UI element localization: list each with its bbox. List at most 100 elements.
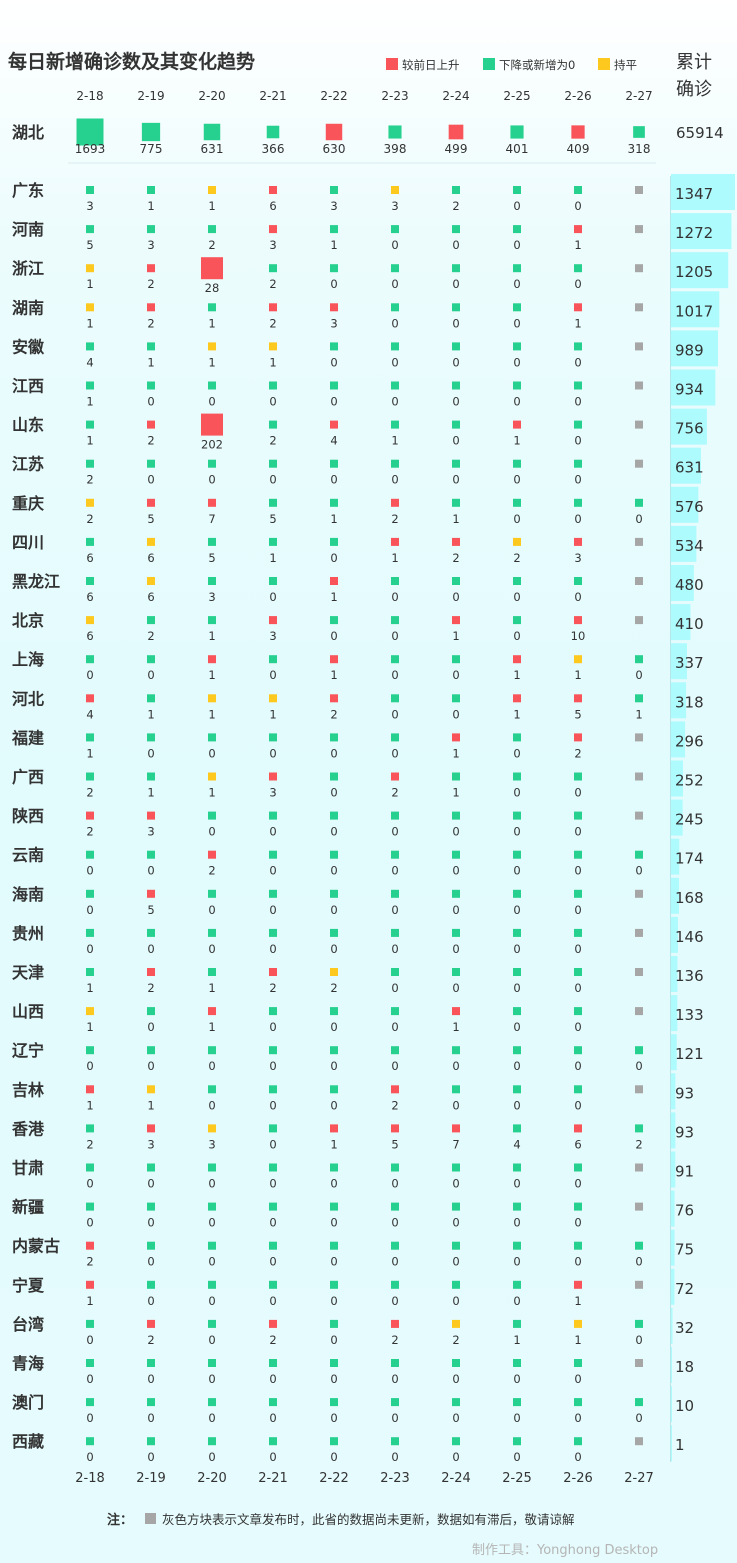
square-吉林-2-22: [330, 1085, 338, 1094]
value-黑龙江-2-25: 0: [513, 590, 520, 604]
square-北京-2-18: [86, 616, 94, 625]
date-header-bottom-2-26: 2-26: [563, 1471, 593, 1486]
value-浙江-2-22: 0: [330, 277, 337, 291]
value-安徽-2-22: 0: [330, 355, 337, 369]
square-新疆-2-19: [147, 1202, 155, 1211]
value-北京-2-25: 0: [513, 629, 520, 643]
square-安徽-2-23: [391, 342, 399, 351]
square-贵州-2-24: [452, 928, 460, 937]
square-重庆-2-21: [269, 498, 277, 507]
value-河北-2-25: 1: [513, 707, 520, 721]
square-广东-2-26: [574, 186, 582, 194]
value-西藏-2-21: 0: [269, 1450, 276, 1464]
date-header-bottom-2-23: 2-23: [380, 1471, 410, 1486]
value-西藏-2-26: 0: [574, 1450, 581, 1464]
square-内蒙古-2-24: [452, 1241, 460, 1250]
square-陕西-2-19: [147, 811, 155, 820]
date-header-top-2-26: 2-26: [564, 89, 591, 103]
row-label-河南: 河南: [12, 220, 44, 239]
value-北京-2-23: 0: [391, 629, 398, 643]
square-江西-2-23: [391, 381, 399, 390]
value-吉林-2-18: 1: [86, 1098, 93, 1112]
value-安徽-2-20: 1: [208, 355, 215, 369]
value-山东-2-18: 1: [86, 434, 93, 448]
square-四川-2-23: [391, 537, 399, 546]
value-重庆-2-24: 1: [452, 512, 459, 526]
square-河北-2-27: [635, 694, 643, 703]
square-浙江-2-25: [513, 264, 521, 273]
value-广东-2-25: 0: [513, 199, 520, 213]
value-宁夏-2-22: 0: [330, 1294, 337, 1308]
square-新疆-2-22: [330, 1202, 338, 1211]
square-西藏-2-22: [330, 1437, 338, 1446]
square-浙江-2-24: [452, 264, 460, 273]
value-西藏-2-20: 0: [208, 1450, 215, 1464]
total-吉林: 93: [675, 1084, 694, 1102]
total-台湾: 32: [675, 1319, 694, 1337]
square-河南-2-23: [391, 225, 399, 234]
value-重庆-2-22: 1: [330, 512, 337, 526]
square-西藏-2-25: [513, 1437, 521, 1446]
square-湖南-2-24: [452, 303, 460, 312]
square-广西-2-22: [330, 772, 338, 781]
square-山东-2-25: [513, 420, 521, 429]
value-贵州-2-25: 0: [513, 942, 520, 956]
value-青海-2-23: 0: [391, 1372, 398, 1386]
square-海南-2-21: [269, 889, 277, 898]
value-青海-2-26: 0: [574, 1372, 581, 1386]
row-label-hubei: 湖北: [12, 123, 44, 142]
square-重庆-2-19: [147, 498, 155, 507]
value-台湾-2-25: 1: [513, 1333, 520, 1347]
square-福建-2-20: [208, 733, 216, 742]
value-北京-2-18: 6: [86, 629, 93, 643]
value-西藏-2-18: 0: [86, 1450, 93, 1464]
value-黑龙江-2-20: 3: [208, 590, 215, 604]
square-辽宁-2-21: [269, 1046, 277, 1055]
square-安徽-2-26: [574, 342, 582, 351]
square-浙江-2-18: [86, 264, 94, 273]
square-河北-2-18: [86, 694, 94, 703]
value-云南-2-24: 0: [452, 864, 459, 878]
value-甘肃-2-26: 0: [574, 1177, 581, 1191]
note-gray-swatch: [145, 1513, 156, 1524]
square-台湾-2-24: [452, 1319, 460, 1328]
value-辽宁-2-23: 0: [391, 1059, 398, 1073]
value-宁夏-2-20: 0: [208, 1294, 215, 1308]
square-山东-2-21: [269, 420, 277, 429]
value-辽宁-2-25: 0: [513, 1059, 520, 1073]
value-河南-2-22: 1: [330, 238, 337, 252]
total-广东: 1347: [675, 185, 713, 203]
hubei-square-2-23: [388, 125, 402, 139]
total-湖南: 1017: [675, 302, 713, 320]
value-黑龙江-2-23: 0: [391, 590, 398, 604]
value-新疆-2-18: 0: [86, 1216, 93, 1230]
square-内蒙古-2-25: [513, 1241, 521, 1250]
value-重庆-2-18: 2: [86, 512, 93, 526]
date-header-bottom-2-20: 2-20: [197, 1471, 227, 1486]
value-云南-2-18: 0: [86, 864, 93, 878]
square-河北-2-25: [513, 694, 521, 703]
square-广东-2-19: [147, 186, 155, 194]
value-贵州-2-22: 0: [330, 942, 337, 956]
square-台湾-2-26: [574, 1319, 582, 1328]
square-海南-2-25: [513, 889, 521, 898]
value-甘肃-2-20: 0: [208, 1177, 215, 1191]
row-label-陕西: 陕西: [12, 807, 44, 826]
date-header-bottom-2-18: 2-18: [75, 1471, 105, 1486]
value-河北-2-24: 0: [452, 707, 459, 721]
value-山西-2-21: 0: [269, 1020, 276, 1034]
value-新疆-2-21: 0: [269, 1216, 276, 1230]
square-海南-2-19: [147, 889, 155, 898]
total-bar-辽宁: [671, 1034, 677, 1071]
date-header-top-2-23: 2-23: [381, 89, 408, 103]
square-四川-2-19: [147, 537, 155, 546]
value-天津-2-23: 0: [391, 981, 398, 995]
square-辽宁-2-22: [330, 1046, 338, 1055]
square-吉林-2-26: [574, 1085, 582, 1094]
square-宁夏-2-24: [452, 1280, 460, 1289]
square-河南-2-27: [635, 225, 643, 234]
value-山东-2-24: 0: [452, 434, 459, 448]
value-新疆-2-20: 0: [208, 1216, 215, 1230]
value-山东-2-22: 4: [330, 434, 337, 448]
value-吉林-2-19: 1: [147, 1098, 154, 1112]
